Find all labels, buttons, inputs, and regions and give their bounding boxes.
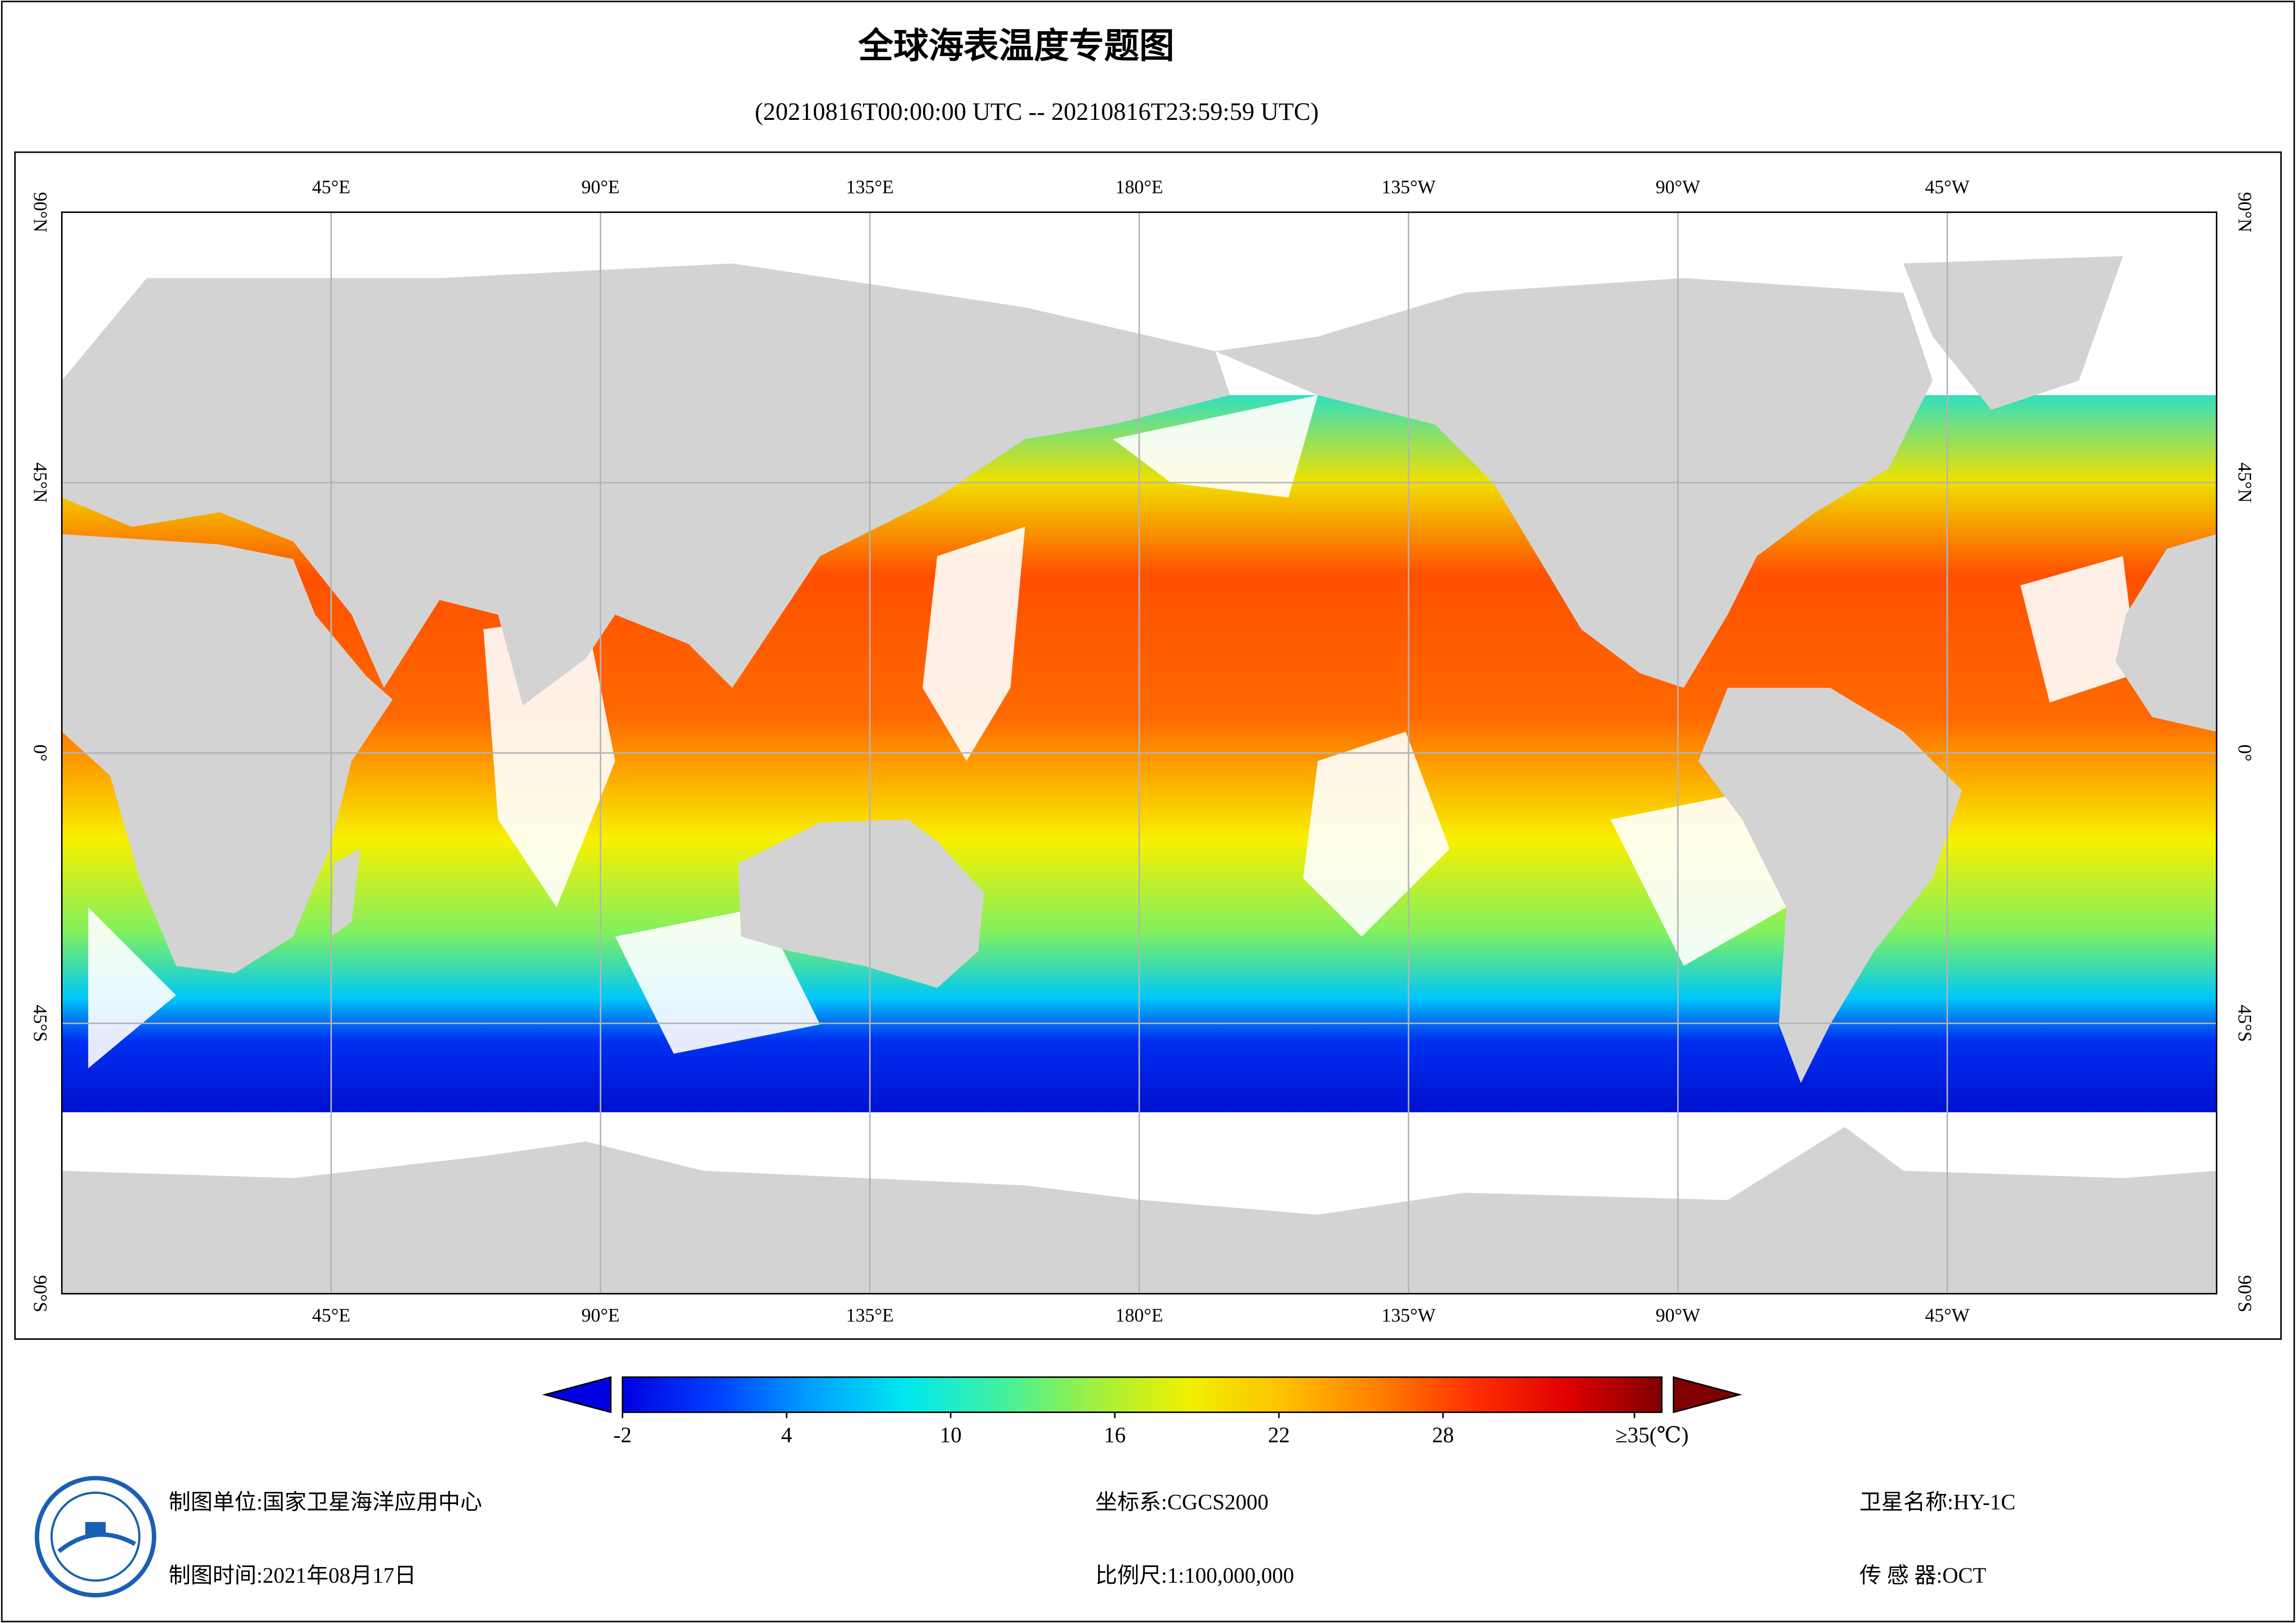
colorbar-tick-label: 10 [940, 1423, 961, 1447]
lat-label-left: 90°S [30, 1275, 51, 1312]
lat-label-right: 90°S [2234, 1275, 2256, 1312]
footer-org: 制图单位:国家卫星海洋应用中心 [168, 1491, 482, 1515]
subtitle: (20210816T00:00:00 UTC -- 20210816T23:59… [755, 98, 1319, 125]
lat-label-right: 45°S [2234, 1005, 2256, 1042]
lat-label-right: 0° [2234, 745, 2256, 762]
lon-label-top: 90°W [1656, 176, 1701, 197]
colorbar [622, 1376, 1663, 1413]
lon-label-bottom: 180°E [1115, 1305, 1163, 1326]
lat-label-left: 90°N [30, 192, 51, 232]
colorbar-tick-label: 22 [1268, 1423, 1290, 1447]
lat-label-left: 0° [30, 745, 51, 762]
footer-scale: 比例尺:1:100,000,000 [1095, 1564, 1294, 1588]
map-border [61, 211, 2218, 1295]
lon-label-bottom: 135°E [846, 1305, 894, 1326]
footer-crs: 坐标系:CGCS2000 [1095, 1491, 1268, 1515]
footer-sensor: 传 感 器:OCT [1859, 1564, 1986, 1588]
colorbar-high-arrow [1672, 1376, 1742, 1413]
lat-label-right: 45°N [2234, 462, 2256, 503]
lat-label-left: 45°N [30, 462, 51, 503]
title: 全球海表温度专题图 [858, 27, 1174, 66]
footer-date: 制图时间:2021年08月17日 [168, 1564, 416, 1588]
colorbar-tick-label: -2 [613, 1423, 632, 1447]
lon-label-bottom: 45°E [312, 1305, 350, 1326]
lon-label-top: 90°E [581, 176, 620, 197]
footer-satellite: 卫星名称:HY-1C [1859, 1491, 2015, 1515]
colorbar-tick-label: 4 [781, 1423, 792, 1447]
colorbar-tick-label: 28 [1432, 1423, 1454, 1447]
lon-label-top: 45°W [1925, 176, 1970, 197]
lon-label-top: 135°E [846, 176, 894, 197]
lon-label-top: 135°W [1381, 176, 1435, 197]
cloud-gaps [88, 395, 2138, 1069]
lon-label-bottom: 90°E [581, 1305, 620, 1326]
logo [35, 1476, 156, 1598]
colorbar-tick-label: 16 [1104, 1423, 1126, 1447]
lat-label-right: 90°N [2234, 192, 2256, 232]
colorbar-low-arrow [542, 1376, 612, 1413]
lon-label-bottom: 45°W [1925, 1305, 1970, 1326]
lon-label-top: 180°E [1115, 176, 1163, 197]
colorbar-tick-label: ≥35(℃) [1616, 1423, 1689, 1447]
lat-label-left: 45°S [30, 1005, 51, 1042]
lon-label-bottom: 90°W [1656, 1305, 1701, 1326]
lon-label-top: 45°E [312, 176, 350, 197]
map-area [61, 211, 2218, 1295]
lon-label-bottom: 135°W [1381, 1305, 1435, 1326]
map-frame [14, 151, 2282, 1340]
